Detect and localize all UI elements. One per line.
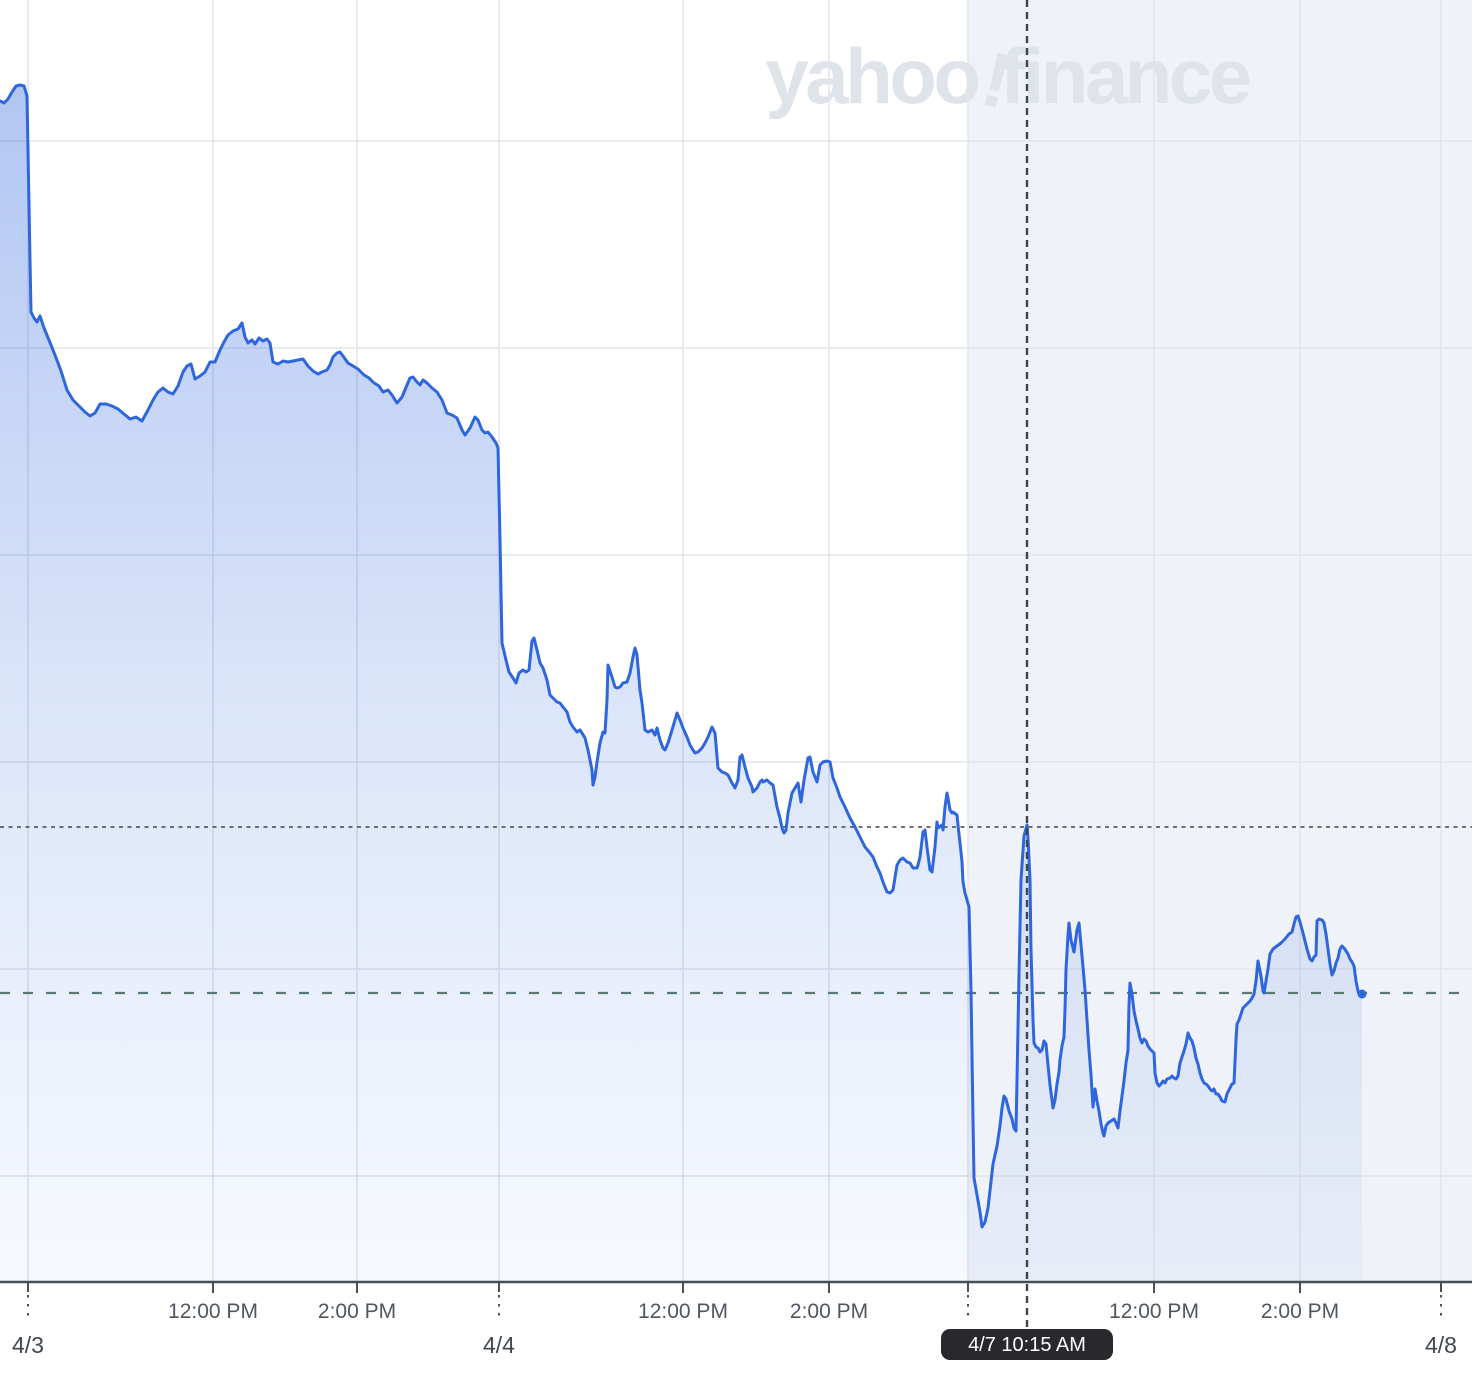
date-tick-label: 4/4 bbox=[483, 1332, 515, 1358]
yahoo-finance-watermark: yahoo!finance bbox=[765, 32, 1249, 125]
time-tick-label: 12:00 PM bbox=[1109, 1300, 1199, 1323]
time-tick-label: 2:00 PM bbox=[318, 1300, 396, 1323]
current-day-shaded-region bbox=[968, 0, 1472, 1281]
crosshair-time-tooltip-label: 4/7 10:15 AM bbox=[968, 1334, 1086, 1356]
watermark-finance: finance bbox=[1000, 32, 1250, 120]
date-tick-label: 4/3 bbox=[12, 1332, 44, 1358]
time-tick-label: 12:00 PM bbox=[638, 1300, 728, 1323]
time-tick-label: 12:00 PM bbox=[168, 1300, 258, 1323]
last-price-marker bbox=[1357, 989, 1367, 999]
time-tick-label: 2:00 PM bbox=[790, 1300, 868, 1323]
price-area-fill bbox=[0, 85, 1362, 1281]
price-line bbox=[0, 83, 1364, 1229]
crosshair-time-tooltip bbox=[941, 1329, 1113, 1360]
time-tick-label: 2:00 PM bbox=[1261, 1300, 1339, 1323]
date-tick-label: 4/8 bbox=[1425, 1332, 1457, 1358]
watermark-yahoo: yahoo bbox=[765, 32, 978, 120]
